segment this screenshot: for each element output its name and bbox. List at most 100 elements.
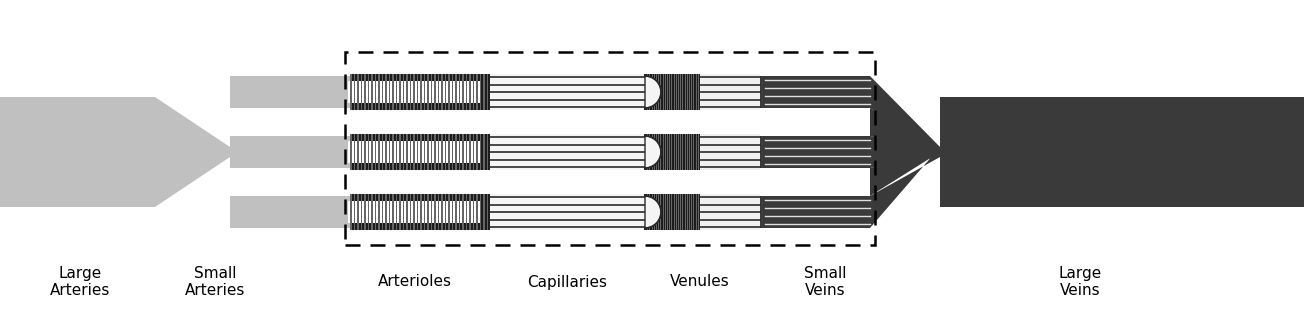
Polygon shape — [406, 74, 408, 110]
Polygon shape — [406, 194, 408, 230]
Polygon shape — [445, 134, 446, 170]
Polygon shape — [389, 74, 390, 110]
Polygon shape — [349, 134, 490, 170]
Polygon shape — [389, 134, 390, 170]
Polygon shape — [490, 74, 645, 110]
Polygon shape — [385, 134, 387, 170]
Polygon shape — [357, 134, 359, 170]
Polygon shape — [472, 134, 475, 170]
Polygon shape — [399, 134, 400, 170]
Polygon shape — [424, 74, 425, 110]
Polygon shape — [357, 74, 359, 110]
Polygon shape — [416, 134, 419, 170]
Polygon shape — [374, 134, 377, 170]
Polygon shape — [700, 74, 760, 110]
Polygon shape — [385, 194, 387, 230]
Polygon shape — [462, 74, 464, 110]
Polygon shape — [393, 74, 394, 110]
Polygon shape — [760, 136, 870, 168]
Polygon shape — [700, 134, 760, 170]
Polygon shape — [445, 194, 446, 230]
Polygon shape — [413, 194, 415, 230]
Polygon shape — [360, 194, 363, 230]
Polygon shape — [378, 74, 379, 110]
Polygon shape — [399, 74, 400, 110]
Polygon shape — [420, 134, 421, 170]
Text: Large
Veins: Large Veins — [1059, 266, 1102, 298]
Polygon shape — [455, 134, 456, 170]
Polygon shape — [360, 134, 363, 170]
Polygon shape — [472, 194, 475, 230]
Polygon shape — [382, 74, 383, 110]
Polygon shape — [700, 194, 760, 230]
Polygon shape — [348, 76, 490, 108]
Polygon shape — [459, 134, 460, 170]
Polygon shape — [349, 134, 352, 170]
Polygon shape — [455, 74, 456, 110]
Polygon shape — [645, 74, 700, 110]
Polygon shape — [870, 147, 940, 228]
Polygon shape — [430, 74, 432, 110]
Polygon shape — [416, 194, 419, 230]
Polygon shape — [434, 74, 436, 110]
Text: Small
Arteries: Small Arteries — [185, 266, 245, 298]
Polygon shape — [368, 134, 369, 170]
Polygon shape — [0, 97, 155, 207]
Polygon shape — [349, 194, 352, 230]
Polygon shape — [469, 134, 471, 170]
Polygon shape — [389, 194, 390, 230]
Polygon shape — [645, 134, 661, 170]
Polygon shape — [480, 194, 481, 230]
Polygon shape — [645, 134, 700, 170]
Polygon shape — [395, 194, 398, 230]
Polygon shape — [486, 194, 488, 230]
Polygon shape — [382, 134, 383, 170]
Polygon shape — [462, 134, 464, 170]
Polygon shape — [353, 134, 355, 170]
Polygon shape — [382, 194, 383, 230]
Polygon shape — [645, 74, 661, 110]
Polygon shape — [364, 194, 365, 230]
Text: Venules: Venules — [670, 275, 730, 290]
Polygon shape — [426, 74, 429, 110]
Polygon shape — [480, 134, 481, 170]
Polygon shape — [409, 74, 411, 110]
Polygon shape — [870, 108, 940, 152]
Polygon shape — [466, 134, 467, 170]
Polygon shape — [469, 194, 471, 230]
Polygon shape — [413, 134, 415, 170]
Polygon shape — [486, 134, 488, 170]
Polygon shape — [403, 74, 404, 110]
Polygon shape — [403, 134, 404, 170]
Polygon shape — [403, 194, 404, 230]
Polygon shape — [374, 194, 377, 230]
Polygon shape — [486, 74, 488, 110]
Polygon shape — [462, 194, 464, 230]
Polygon shape — [438, 194, 439, 230]
Polygon shape — [459, 194, 460, 230]
Polygon shape — [155, 117, 349, 228]
Polygon shape — [482, 74, 485, 110]
Polygon shape — [482, 134, 485, 170]
Polygon shape — [490, 134, 645, 170]
Polygon shape — [395, 134, 398, 170]
Polygon shape — [406, 134, 408, 170]
Polygon shape — [420, 74, 421, 110]
Polygon shape — [434, 194, 436, 230]
Polygon shape — [399, 194, 400, 230]
Polygon shape — [476, 134, 477, 170]
Polygon shape — [476, 194, 477, 230]
Polygon shape — [445, 74, 446, 110]
Polygon shape — [360, 74, 363, 110]
Polygon shape — [155, 76, 349, 150]
Bar — [346, 52, 875, 245]
Polygon shape — [455, 194, 456, 230]
Polygon shape — [645, 194, 700, 230]
Polygon shape — [348, 81, 480, 103]
Polygon shape — [364, 74, 365, 110]
Polygon shape — [424, 194, 425, 230]
Text: Large
Arteries: Large Arteries — [50, 266, 110, 298]
Polygon shape — [420, 194, 421, 230]
Polygon shape — [348, 141, 480, 163]
Polygon shape — [466, 194, 467, 230]
